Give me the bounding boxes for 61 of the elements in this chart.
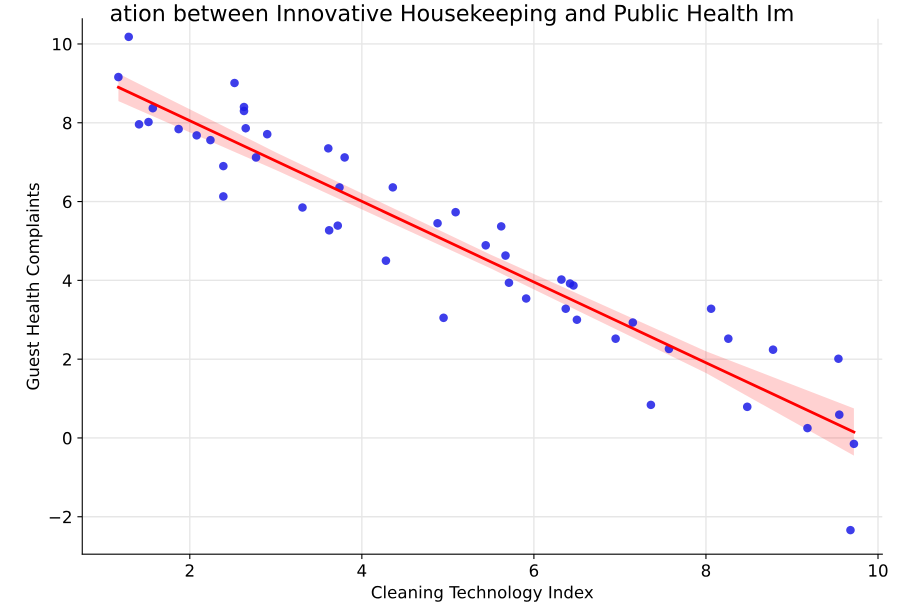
point [241, 124, 250, 133]
point [569, 281, 578, 290]
point [134, 120, 144, 129]
y-tick-label: 6 [63, 196, 72, 208]
point [219, 162, 228, 170]
point [835, 410, 844, 419]
point [706, 304, 716, 314]
point [850, 440, 858, 448]
point [114, 72, 123, 82]
y-tick-label: 4 [62, 274, 72, 287]
y-axis-title: Guest Health Complaints [26, 183, 42, 390]
point [481, 241, 490, 250]
y-tick-label: 10 [53, 38, 72, 51]
point [834, 354, 843, 364]
point [496, 222, 506, 231]
x-tick-label: 6 [530, 564, 538, 577]
point [230, 78, 239, 88]
point [333, 221, 342, 230]
point [439, 314, 448, 322]
chart-title: ation between Innovative Housekeeping and Public Health Im [110, 4, 792, 26]
point [192, 131, 201, 140]
point [742, 402, 752, 412]
x-axis-title: Cleaning Technology Index [372, 586, 594, 602]
point [382, 256, 390, 265]
point [206, 136, 215, 144]
y-tick-label: 8 [63, 116, 72, 130]
point [646, 400, 656, 410]
point [451, 208, 460, 216]
x-tick-label: 2 [186, 564, 194, 577]
y-tick-label: −2 [50, 510, 71, 524]
point [252, 153, 260, 162]
point [803, 424, 812, 432]
point [298, 203, 307, 212]
point [433, 218, 442, 228]
point [557, 275, 566, 284]
x-tick-label: 4 [357, 564, 366, 577]
point [388, 183, 398, 192]
point [846, 526, 855, 534]
point [504, 278, 514, 288]
point [522, 294, 530, 303]
point [628, 318, 638, 327]
point [324, 144, 333, 153]
y-tick-label: 2 [63, 353, 71, 366]
point [324, 226, 334, 235]
point [611, 334, 620, 343]
point [262, 130, 272, 138]
x-tick-label: 8 [702, 564, 710, 577]
point [340, 153, 349, 162]
y-tick-label: 0 [63, 432, 72, 445]
point [219, 192, 228, 201]
point [501, 251, 510, 260]
point [174, 124, 183, 134]
x-tick-label: 10 [869, 564, 888, 577]
point [240, 106, 248, 116]
point [572, 315, 582, 324]
point [724, 334, 733, 343]
point [561, 304, 570, 314]
point [148, 104, 158, 112]
point [144, 118, 153, 126]
point [768, 345, 778, 354]
point [124, 32, 133, 42]
